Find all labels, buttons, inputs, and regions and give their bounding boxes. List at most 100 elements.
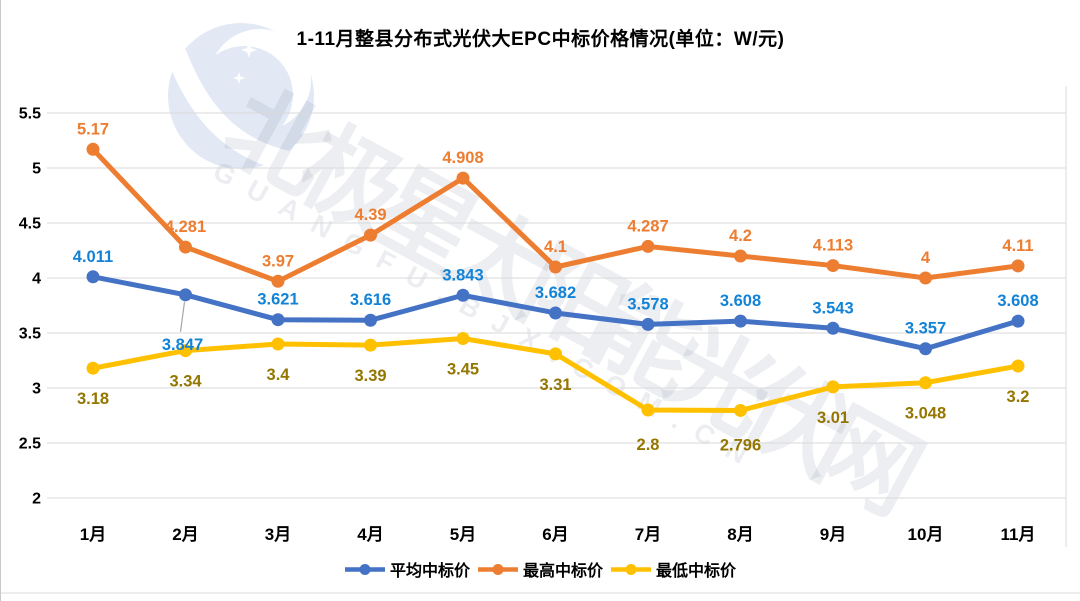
- data-label: 3.608: [997, 292, 1038, 310]
- y-axis-tick-label: 5: [32, 161, 41, 178]
- data-point: [364, 228, 377, 242]
- data-label: 3.4: [267, 366, 291, 384]
- data-point: [1011, 314, 1025, 328]
- y-axis-tick-label: 2.5: [19, 436, 41, 453]
- data-point: [549, 306, 562, 320]
- x-axis-tick-label: 5月: [450, 525, 476, 544]
- data-point: [826, 321, 840, 335]
- data-label: 5.17: [77, 120, 109, 138]
- data-point: [86, 270, 100, 284]
- data-point: [456, 288, 470, 302]
- x-axis-tick-label: 11月: [1001, 525, 1036, 544]
- data-point: [271, 337, 285, 351]
- x-axis-tick-label: 8月: [727, 525, 753, 544]
- data-label: 3.048: [905, 405, 946, 423]
- data-label: 3.18: [77, 390, 109, 408]
- data-label: 3.31: [539, 376, 571, 394]
- data-label: 4.1: [544, 238, 567, 256]
- data-label: 3.621: [257, 291, 298, 309]
- chart-legend: 平均中标价 最高中标价 最低中标价: [1, 557, 1080, 581]
- data-point: [1011, 359, 1025, 373]
- chart-title: 1-11月整县分布式光伏大EPC中标价格情况(单位：W/元): [296, 29, 785, 50]
- legend-marker-icon: [611, 563, 651, 575]
- data-point: [734, 249, 747, 263]
- data-label: 4.113: [813, 237, 853, 255]
- data-point: [919, 376, 932, 390]
- data-label: 4.281: [165, 218, 206, 236]
- data-point: [549, 347, 562, 361]
- y-axis-tick-label: 5.5: [19, 106, 41, 123]
- x-axis-tick-label: 3月: [265, 525, 291, 544]
- data-point: [919, 342, 932, 356]
- data-label: 3.97: [262, 252, 294, 270]
- data-point: [456, 332, 470, 345]
- data-label: 3.543: [812, 299, 853, 317]
- data-label: 2.8: [637, 436, 660, 454]
- data-label: 3.843: [442, 266, 483, 284]
- legend-item-2[interactable]: 最低中标价: [611, 557, 736, 581]
- y-axis-tick-label: 3.5: [19, 326, 41, 343]
- data-label: 3.608: [720, 292, 761, 310]
- data-label: 3.578: [627, 295, 668, 313]
- x-axis-tick-label: 7月: [635, 525, 661, 544]
- data-point: [641, 403, 655, 417]
- data-label: 2.796: [720, 436, 761, 454]
- y-axis-tick-label: 2: [32, 491, 41, 508]
- legend-label: 最高中标价: [522, 563, 603, 580]
- data-label: 3.847: [162, 336, 203, 354]
- data-label: 4.11: [1002, 237, 1033, 255]
- x-axis-tick-label: 6月: [542, 525, 568, 544]
- data-label: 3.616: [350, 291, 391, 309]
- legend-item-0[interactable]: 平均中标价: [344, 557, 470, 581]
- data-point: [734, 314, 747, 328]
- data-point: [826, 380, 840, 394]
- data-label: 3.2: [1007, 388, 1030, 406]
- data-label: 3.34: [169, 373, 202, 391]
- y-axis-tick-label: 4.5: [19, 216, 41, 233]
- legend-label: 平均中标价: [389, 563, 470, 580]
- bottom-divider: [1, 592, 1080, 594]
- x-axis-tick-label: 4月: [357, 525, 383, 544]
- data-point: [919, 271, 932, 285]
- data-point: [364, 313, 377, 327]
- data-point: [179, 240, 192, 254]
- data-point: [641, 317, 655, 331]
- data-point: [179, 344, 192, 358]
- data-label: 3.39: [354, 367, 386, 385]
- data-point: [826, 259, 840, 273]
- data-point: [86, 361, 100, 375]
- legend-marker-icon: [344, 563, 385, 575]
- data-point: [271, 274, 285, 288]
- data-label: 3.682: [535, 284, 576, 302]
- data-point: [549, 260, 562, 274]
- data-label: 3.01: [817, 409, 849, 427]
- label-leader-line: [179, 301, 186, 332]
- data-label: 3.45: [447, 361, 479, 379]
- data-label: 4.2: [729, 227, 752, 245]
- y-axis-tick-label: 3: [32, 381, 41, 398]
- data-label: 4.287: [627, 217, 668, 235]
- legend-marker-icon: [477, 563, 518, 575]
- data-point: [734, 403, 747, 417]
- x-axis-tick-label: 1月: [80, 525, 106, 544]
- data-label: 4.908: [442, 149, 483, 167]
- data-point: [1011, 259, 1025, 273]
- legend-item-1[interactable]: 最高中标价: [477, 557, 603, 581]
- data-point: [364, 338, 377, 352]
- data-label: 4: [921, 249, 931, 267]
- data-label: 4.011: [73, 248, 113, 266]
- data-point: [86, 142, 100, 156]
- data-point: [271, 313, 285, 327]
- x-axis-tick-label: 2月: [172, 525, 198, 544]
- y-axis-tick-label: 4: [32, 271, 41, 288]
- data-point: [641, 239, 655, 253]
- legend-label: 最低中标价: [656, 563, 737, 580]
- data-label: 3.357: [905, 320, 946, 338]
- x-axis-tick-label: 10月: [908, 525, 944, 544]
- data-point: [179, 288, 192, 302]
- data-label: 4.39: [354, 206, 386, 224]
- x-axis-tick-label: 9月: [820, 525, 846, 544]
- data-point: [456, 171, 470, 185]
